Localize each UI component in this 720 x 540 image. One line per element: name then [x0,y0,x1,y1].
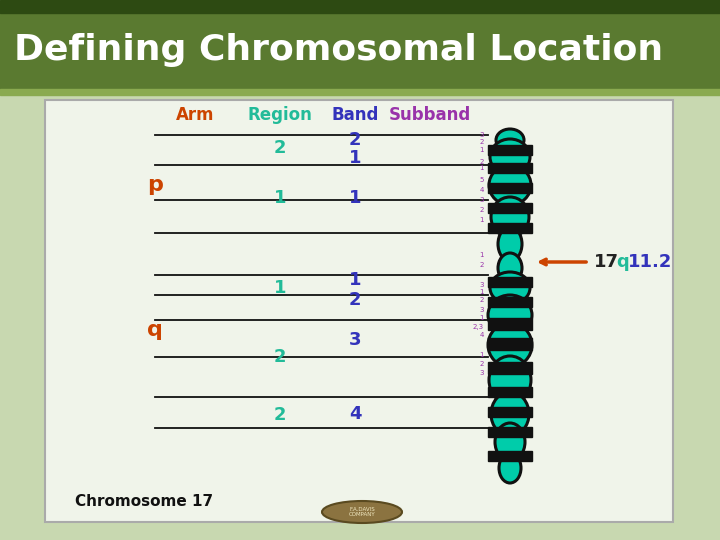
Bar [488,223,532,233]
Bar [488,163,532,173]
Text: 1: 1 [348,189,361,207]
Bar [488,427,532,437]
Ellipse shape [498,253,522,283]
Text: 1: 1 [480,165,484,171]
Text: q: q [147,320,163,340]
Text: 1: 1 [480,217,484,223]
Ellipse shape [495,423,525,461]
Text: Band: Band [331,106,379,124]
Text: 1: 1 [480,315,484,321]
Ellipse shape [498,227,522,261]
Text: 1: 1 [480,252,484,258]
Text: 1: 1 [480,352,484,358]
Text: p: p [147,175,163,195]
Text: Region: Region [248,106,312,124]
Ellipse shape [490,139,530,175]
Text: 4: 4 [480,332,484,338]
FancyBboxPatch shape [45,100,673,522]
Text: 2: 2 [274,139,287,157]
Text: 1: 1 [274,189,287,207]
Text: 4: 4 [348,405,361,423]
Text: 2: 2 [274,406,287,424]
Bar [488,145,532,155]
Bar [488,362,532,374]
Bar [488,338,532,350]
Bar [488,407,532,417]
Text: 2: 2 [480,297,484,303]
Ellipse shape [499,453,521,483]
Bar [488,387,532,397]
Text: 4: 4 [480,187,484,193]
Text: 3: 3 [480,307,484,313]
Bar [488,203,532,213]
Bar [488,183,532,193]
Ellipse shape [489,165,531,205]
Text: 1: 1 [274,279,287,297]
Text: Defining Chromosomal Location: Defining Chromosomal Location [14,33,663,67]
Text: 2: 2 [480,262,484,268]
Text: 1: 1 [480,289,484,295]
Ellipse shape [491,197,529,237]
Bar [488,277,532,287]
Text: 2: 2 [274,348,287,366]
Bar [0,89,720,95]
Text: 2: 2 [480,207,484,213]
Ellipse shape [491,392,529,436]
Text: Subband: Subband [389,106,471,124]
Text: 3: 3 [480,370,484,376]
Text: 1: 1 [348,271,361,289]
Ellipse shape [488,295,532,335]
Text: 2: 2 [348,291,361,309]
Text: 1: 1 [348,149,361,167]
Text: 3: 3 [480,132,484,138]
Text: q: q [616,253,629,271]
Text: 2,3: 2,3 [473,324,484,330]
Text: 1: 1 [480,147,484,153]
Ellipse shape [322,501,402,523]
Text: 11.2: 11.2 [628,253,672,271]
Ellipse shape [490,272,530,304]
Bar [0,0,720,13]
Ellipse shape [488,323,532,367]
Bar [488,451,532,461]
Text: 17: 17 [594,253,619,271]
Text: 2: 2 [480,159,484,165]
Text: Arm: Arm [176,106,215,124]
Text: 5: 5 [480,177,484,183]
Text: 3: 3 [480,197,484,203]
Bar [488,297,532,307]
Text: 3: 3 [480,282,484,288]
Text: 3: 3 [348,331,361,349]
Text: 2: 2 [480,361,484,367]
Ellipse shape [489,356,531,404]
Text: Chromosome 17: Chromosome 17 [75,495,213,510]
Bar [488,318,532,330]
Bar [0,13,720,90]
Text: F.A.DAVIS
COMPANY: F.A.DAVIS COMPANY [348,507,375,517]
Ellipse shape [496,129,524,151]
Text: 2: 2 [480,139,484,145]
Text: 2: 2 [348,131,361,149]
